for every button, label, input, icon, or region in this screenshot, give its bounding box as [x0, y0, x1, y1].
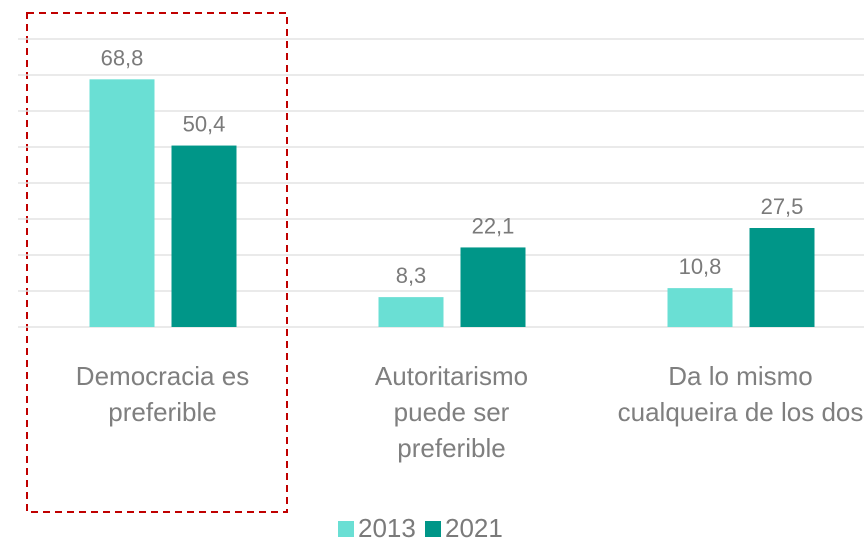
legend-label: 2013 [358, 513, 416, 543]
bar [667, 288, 733, 327]
value-label: 68,8 [101, 45, 144, 70]
bar [460, 247, 526, 327]
bar [89, 79, 155, 327]
legend-label: 2021 [445, 513, 503, 543]
x-tick-label: Democracia es preferible [75, 361, 250, 427]
value-label: 27,5 [761, 194, 804, 219]
x-tick-label: Da lo mismo cualqueira de los dos [617, 361, 864, 427]
bar [749, 228, 815, 327]
legend-swatch [338, 521, 354, 537]
x-tick-label: Autoritarismo puede ser preferible [374, 361, 529, 463]
value-label: 8,3 [396, 263, 427, 288]
value-label: 22,1 [472, 213, 515, 238]
value-label: 50,4 [183, 112, 226, 137]
bar [171, 145, 237, 327]
bar [378, 297, 444, 327]
highlight-box [26, 12, 288, 513]
legend-swatch [425, 521, 441, 537]
value-label: 10,8 [679, 254, 722, 279]
